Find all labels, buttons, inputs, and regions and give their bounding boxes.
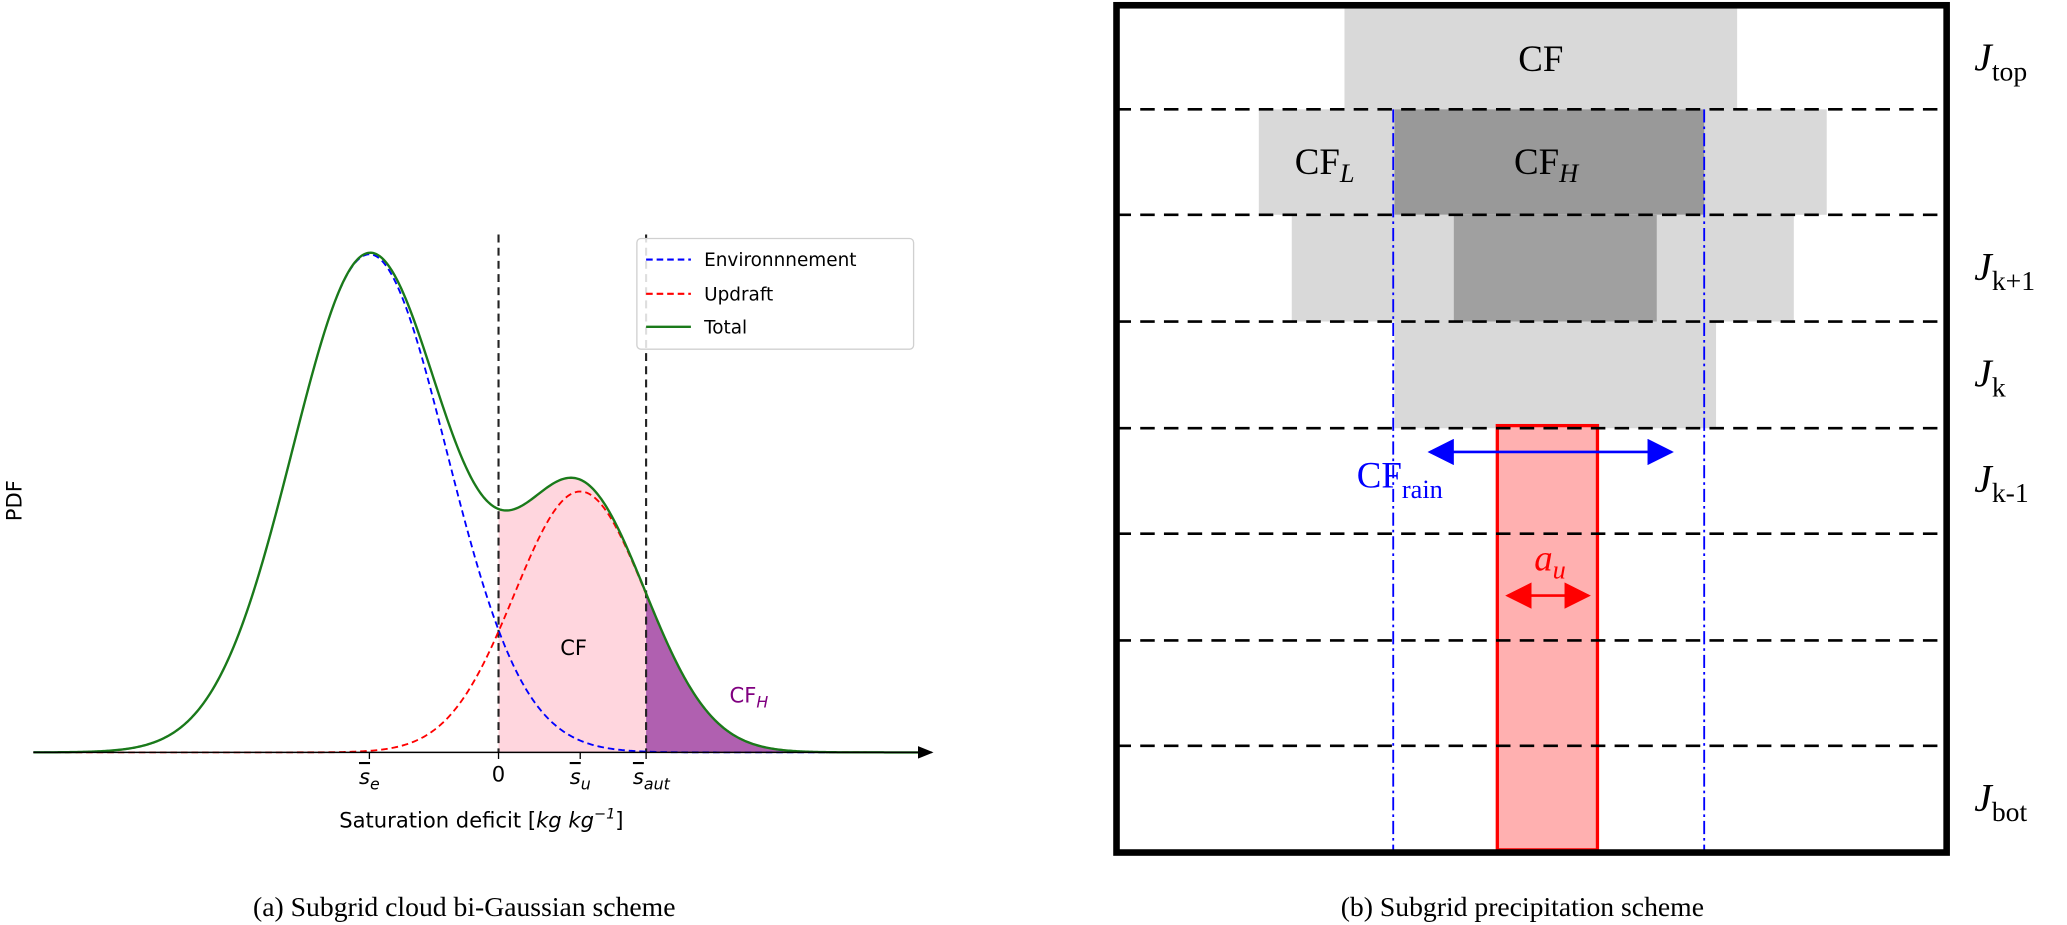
level-label-top: Jtop — [1974, 35, 2027, 87]
cfh-region-fill — [646, 593, 923, 753]
updraft-curve — [33, 490, 923, 754]
legend-label-environment: Environnnement — [704, 250, 856, 271]
level-label-k: Jk — [1974, 351, 2006, 403]
level-label-bottom: Jbot — [1974, 775, 2027, 827]
cloud-high-fraction-layer2 — [1394, 109, 1705, 215]
legend-label-updraft: Updraft — [704, 284, 773, 305]
tick-label-saut: saut — [633, 764, 671, 793]
cfh-label: CFH — [1514, 141, 1580, 188]
cfh-region-label: CFH — [730, 682, 769, 711]
level-label-k-plus-1: Jk+1 — [1974, 244, 2035, 296]
updraft-rain-column — [1495, 423, 1600, 852]
cfl-label: CFL — [1295, 141, 1355, 188]
y-axis-label: PDF — [2, 480, 27, 521]
total-curve — [33, 251, 923, 754]
panel-a-caption: (a) Subgrid cloud bi-Gaussian scheme — [253, 891, 675, 922]
level-separators — [1116, 108, 1946, 748]
cf-rain-label: CFrain — [1357, 455, 1443, 505]
tick-label-zero: 0 — [492, 761, 505, 786]
cf-label: CF — [1518, 38, 1563, 79]
cloud-top-layer — [1344, 3, 1738, 110]
x-axis-label: Saturation deficit [kg kg−1] — [339, 806, 623, 832]
legend-label-total: Total — [703, 317, 747, 338]
panel-b-diagram: CF CFL CFH CFrain au Jtop Jk+1 Jk Jk-1 J… — [1113, 1, 2035, 922]
panel-a-chart: se 0 su saut Saturation deficit [kg kg−1… — [2, 234, 934, 922]
cloud-high-fraction-layer3 — [1453, 214, 1657, 322]
au-label: au — [1534, 538, 1566, 585]
tick-label-se: se — [359, 764, 380, 793]
grid-column-frame — [1113, 1, 1950, 856]
legend-box — [636, 237, 915, 350]
level-label-k-minus-1: Jk-1 — [1974, 456, 2028, 508]
legend: Environnnement Updraft Total — [636, 237, 915, 350]
tick-label-su: su — [570, 764, 591, 793]
panel-b-caption: (b) Subgrid precipitation scheme — [1341, 891, 1704, 922]
cf-region-label: CF — [560, 635, 587, 660]
cf-region-fill — [498, 477, 647, 753]
cloud-layer-k — [1394, 321, 1717, 429]
